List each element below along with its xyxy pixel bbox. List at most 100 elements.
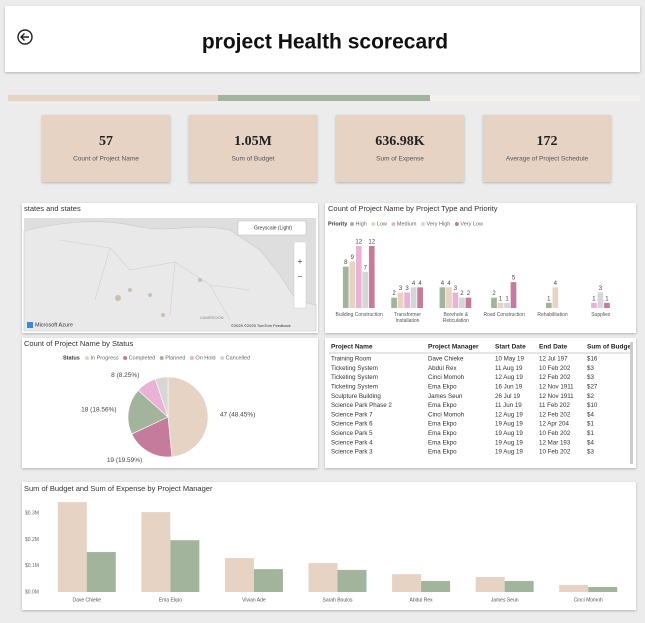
- value-label: 1: [547, 296, 551, 302]
- bar: [504, 580, 534, 592]
- kpi-card: [189, 115, 317, 182]
- table-cell: $16: [587, 356, 598, 363]
- y-tick-label: $0.3M: [25, 510, 39, 516]
- legend-label: Very High: [426, 221, 450, 227]
- legend-title: Priority: [328, 221, 348, 227]
- legend-swatch: [123, 356, 128, 360]
- table-cell: 12 Aug 19: [495, 374, 523, 381]
- data-label: 19 (19.59%): [107, 457, 142, 464]
- table-cell: 12 Nov 1911: [539, 393, 574, 400]
- header-bar: [5, 6, 640, 72]
- bar: [504, 302, 510, 308]
- legend-label: Medium: [397, 221, 417, 227]
- table-cell: 12 Mar 193: [539, 439, 571, 446]
- table-cell: $3: [587, 449, 594, 456]
- bar: [308, 563, 338, 592]
- table-cell: Science Park 3: [331, 449, 373, 456]
- panel-title: Count of Project Name by Status: [24, 339, 133, 348]
- bar: [588, 587, 618, 592]
- legend-label: In Progress: [91, 355, 119, 361]
- map-style[interactable]: Greyscale (Light): [254, 225, 292, 231]
- table-cell: Ema Ekpo: [428, 439, 457, 446]
- bar: [141, 512, 171, 592]
- category-label: Borehole & Reticulation: [442, 312, 469, 324]
- legend-label: Cancelled: [226, 355, 250, 361]
- table-cell: $3: [587, 365, 594, 372]
- table-cell: $10: [587, 402, 598, 409]
- table-cell: Cinci Momoh: [428, 374, 465, 381]
- bar: [591, 302, 597, 308]
- bar: [392, 574, 422, 592]
- kpi-value: 57: [99, 134, 113, 149]
- table-cell: Ticketing System: [331, 374, 378, 381]
- table-cell: Abdul Rex: [428, 365, 457, 372]
- map-zoom-controls[interactable]: [293, 241, 307, 309]
- table-cell: 19 Aug 19: [495, 430, 523, 437]
- panel-title: Count of Project Name by Project Type an…: [328, 204, 498, 213]
- x-tick-label: Vivian Ade: [242, 597, 266, 603]
- bar: [491, 297, 497, 308]
- column-header: Sum of Budget: [587, 344, 634, 351]
- back-button[interactable]: [17, 29, 33, 45]
- value-label: 2: [467, 291, 471, 297]
- bar: [446, 287, 452, 308]
- category-label: Borehole & Reticulation: [442, 312, 469, 324]
- value-label: 7: [364, 265, 368, 271]
- bar: [597, 292, 604, 308]
- bar: [465, 297, 472, 308]
- scrollbar[interactable]: [630, 342, 633, 464]
- x-tick-label: Ema Ekpo: [159, 597, 182, 603]
- bar: [459, 297, 465, 308]
- data-label: 8 (8.25%): [111, 372, 139, 379]
- pie-slice: [131, 416, 173, 458]
- category-label: Transformer Installation: [393, 312, 422, 324]
- table-cell: Ema Ekpo: [428, 449, 457, 456]
- panel-title: Sum of Budget and Sum of Expense by Proj…: [24, 484, 213, 493]
- legend-label: Completed: [129, 355, 156, 361]
- kpi-card: [42, 115, 170, 182]
- bar: [337, 569, 367, 592]
- bar: [475, 577, 505, 592]
- table-cell: 12 Feb 202: [539, 374, 571, 381]
- bar: [397, 292, 404, 308]
- kpi-value: 636.98K: [375, 134, 425, 149]
- table-cell: Ticketing System: [331, 384, 378, 391]
- table-cell: $1: [587, 421, 594, 428]
- table-cell: 12 Nov 1911: [539, 384, 574, 391]
- legend-label: Planned: [165, 355, 185, 361]
- table-cell: Cinci Momoh: [428, 411, 465, 418]
- table-cell: $2: [587, 393, 594, 400]
- value-label: 5: [512, 276, 516, 282]
- table-cell: 10 Feb 202: [539, 365, 571, 372]
- value-label: 1: [505, 296, 509, 302]
- value-label: 3: [405, 286, 409, 292]
- bar: [86, 552, 116, 592]
- table-cell: Science Park 7: [331, 411, 373, 418]
- table-cell: Ema Ekpo: [428, 421, 457, 428]
- column-header: Start Date: [495, 344, 526, 351]
- category-label: Transformer Installation: [393, 312, 422, 324]
- value-label: 3: [599, 286, 603, 292]
- legend-swatch: [420, 222, 425, 226]
- x-tick-label: Cinci Momoh: [574, 597, 603, 603]
- y-tick-label: $0.1M: [25, 563, 39, 569]
- x-tick-label: Dave Chieke: [72, 597, 101, 603]
- value-label: 3: [399, 286, 403, 292]
- bar: [253, 569, 283, 592]
- value-label: 2: [392, 291, 396, 297]
- bar: [355, 246, 362, 308]
- table-cell: Science Park Phase 2: [331, 402, 392, 409]
- kpi-card: [483, 115, 611, 182]
- table-cell: Dave Chieke: [428, 356, 464, 363]
- kpi-value: 172: [537, 134, 558, 149]
- map-style-button[interactable]: [237, 220, 307, 236]
- map-credit: ©2025 ©2025 TomTom Feedback: [231, 323, 291, 328]
- bar: [497, 302, 504, 308]
- category-label: Rehabilitation: [537, 312, 567, 318]
- value-label: 9: [351, 255, 355, 261]
- value-label: 1: [499, 296, 503, 302]
- legend-swatch: [350, 222, 354, 226]
- legend-swatch: [454, 222, 459, 226]
- legend-swatch: [391, 222, 396, 226]
